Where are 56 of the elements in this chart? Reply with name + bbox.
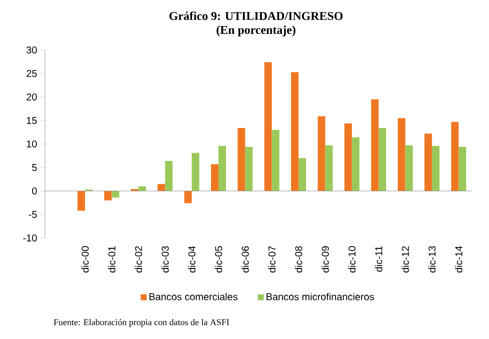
- bar: [210, 164, 218, 191]
- bar: [371, 99, 379, 191]
- bar: [245, 146, 253, 191]
- bar: [344, 123, 352, 191]
- x-tick-label: dic-04: [188, 246, 196, 272]
- bar: [218, 146, 226, 191]
- y-tick-label: 10: [26, 140, 37, 148]
- legend-label: Bancos comerciales: [149, 292, 238, 300]
- y-tick-label: 15: [26, 117, 37, 124]
- bar: [184, 191, 192, 204]
- chart-title: Gráfico 9: UTILIDAD/INGRESO: [169, 12, 343, 20]
- y-tick-label: 30: [26, 46, 37, 54]
- bar: [325, 145, 333, 191]
- x-tick-label: dic-12: [402, 246, 409, 272]
- y-tick-label: -10: [23, 234, 37, 242]
- chart-subtitle: (En porcentaje): [216, 26, 296, 36]
- bar: [291, 72, 299, 191]
- x-tick-label: dic-11: [374, 246, 382, 272]
- x-tick-label: dic-09: [322, 246, 329, 272]
- bar: [112, 191, 120, 198]
- x-tick-label: dic-03: [161, 246, 169, 272]
- bar: [158, 184, 166, 191]
- bar: [451, 122, 459, 191]
- bar: [272, 130, 280, 191]
- x-tick-label: dic-14: [455, 246, 462, 272]
- x-tick-label: dic-08: [294, 246, 302, 272]
- bar: [424, 134, 432, 191]
- legend-label: Bancos microfinancieros: [266, 292, 374, 300]
- x-tick-label: dic-07: [268, 246, 276, 272]
- source-note: Fuente: Elaboración propia con datos de la ASFI: [54, 318, 230, 328]
- x-tick-label: dic-00: [81, 246, 89, 272]
- bar: [264, 62, 272, 191]
- bar: [318, 116, 326, 191]
- x-tick-label: dic-13: [428, 246, 436, 272]
- x-tick-label: dic-10: [348, 246, 356, 272]
- x-tick-label: dic-06: [242, 246, 249, 272]
- x-tick-label: dic-05: [214, 246, 222, 272]
- y-tick-label: 0: [32, 187, 37, 195]
- x-tick-label: dic-02: [134, 246, 142, 272]
- bar: [352, 137, 360, 191]
- y-tick-label: 5: [32, 164, 37, 171]
- bar: [405, 145, 413, 191]
- y-tick-label: -5: [28, 211, 37, 218]
- bar: [398, 118, 406, 191]
- bar: [165, 160, 173, 191]
- bar: [298, 158, 306, 191]
- bar: [192, 152, 200, 191]
- bar: [104, 191, 112, 200]
- x-tick-label: dic-01: [108, 246, 116, 272]
- bar: [432, 146, 440, 191]
- bar: [458, 146, 466, 191]
- y-tick-label: 20: [26, 93, 37, 101]
- y-tick-label: 25: [26, 70, 37, 78]
- bar: [378, 128, 386, 191]
- bar: [78, 191, 86, 211]
- bar: [238, 128, 246, 191]
